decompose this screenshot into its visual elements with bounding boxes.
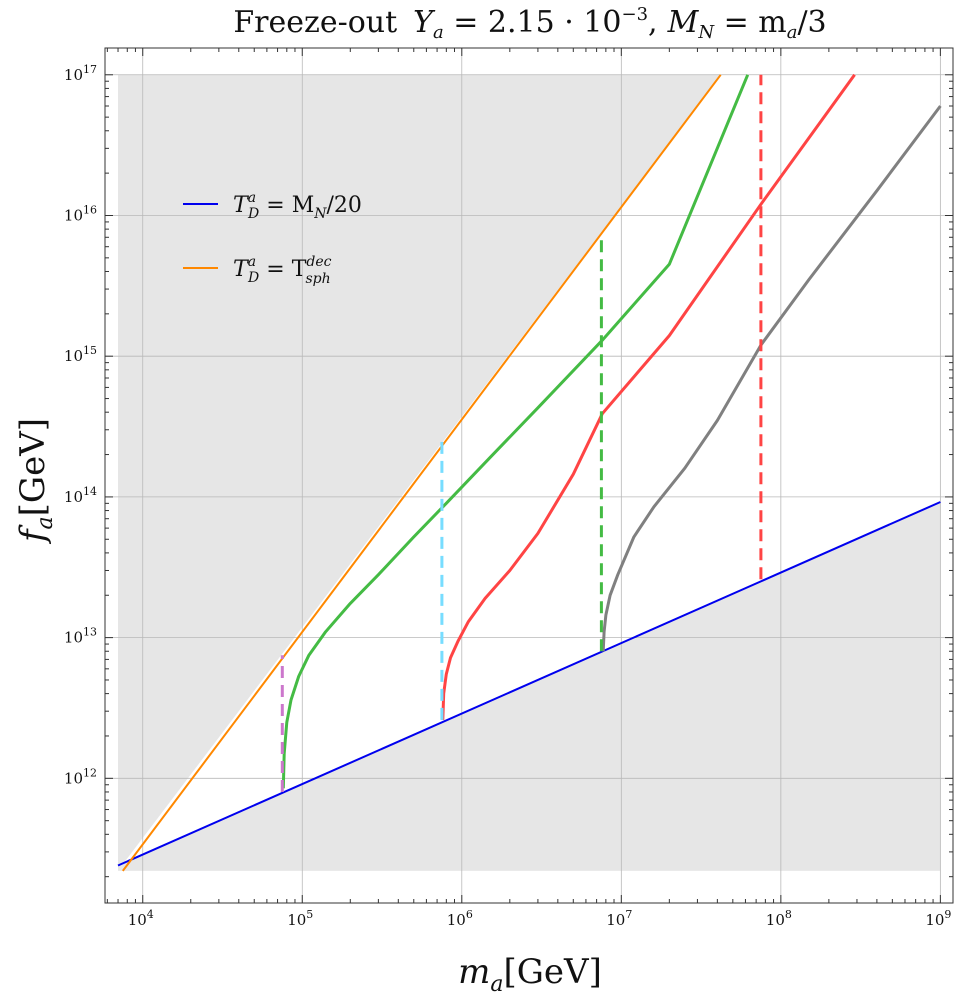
x-tick-label: 106 bbox=[447, 908, 473, 929]
series-line-3 bbox=[441, 73, 856, 720]
plot-area: 104 105 106 107 108 109 1012 1013 1014 1015 1016 10… bbox=[64, 47, 954, 929]
y-tick-label: 1013 bbox=[64, 626, 97, 647]
title-sep: , bbox=[648, 5, 658, 40]
title-mn-value-sub: a bbox=[787, 22, 798, 43]
y-tick-label: 1015 bbox=[64, 344, 97, 365]
series-line-1 bbox=[122, 74, 722, 872]
title-ya-sub: a bbox=[433, 22, 444, 43]
title-ya-exp: −3 bbox=[622, 4, 649, 25]
x-tick-label: 109 bbox=[925, 908, 951, 929]
legend: Ta D = MN/20 Ta D = Tdec sph bbox=[183, 190, 362, 287]
x-tick-label: 107 bbox=[606, 908, 632, 929]
series-line-0 bbox=[117, 501, 941, 867]
legend-entry-td-mn: Ta D = MN/20 bbox=[233, 190, 362, 222]
title-ya-value: = 2.15 · 10 bbox=[444, 5, 622, 40]
x-tick-label: 105 bbox=[287, 908, 313, 929]
plot-frame bbox=[104, 47, 954, 904]
y-axis-label: fa[GeV] bbox=[13, 418, 58, 545]
x-tick-label: 108 bbox=[766, 908, 792, 929]
y-tick-label: 1012 bbox=[64, 766, 97, 787]
y-tick-label: 1017 bbox=[64, 63, 97, 84]
title-mn-symbol: M bbox=[667, 5, 700, 40]
title-ya-symbol: Y bbox=[413, 5, 436, 40]
legend-entry-td-tsph: Ta D = Tdec sph bbox=[233, 254, 332, 287]
y-tick-label: 1016 bbox=[64, 203, 97, 224]
y-tick-label: 1014 bbox=[64, 485, 97, 506]
series-line-4 bbox=[601, 105, 942, 652]
title-prefix: Freeze-out bbox=[233, 5, 397, 40]
x-tick-label: 104 bbox=[128, 908, 154, 929]
title-mn-sub: N bbox=[697, 22, 715, 43]
title-mn-tail: /3 bbox=[797, 5, 826, 40]
title-mn-value: = m bbox=[714, 5, 787, 40]
x-axis-label: ma[GeV] bbox=[458, 952, 602, 995]
series-line-2 bbox=[281, 74, 750, 789]
allowed-region bbox=[123, 74, 941, 864]
chart-title: Freeze-out Ya = 2.15 · 10−3, MN = ma/3 bbox=[233, 4, 826, 43]
